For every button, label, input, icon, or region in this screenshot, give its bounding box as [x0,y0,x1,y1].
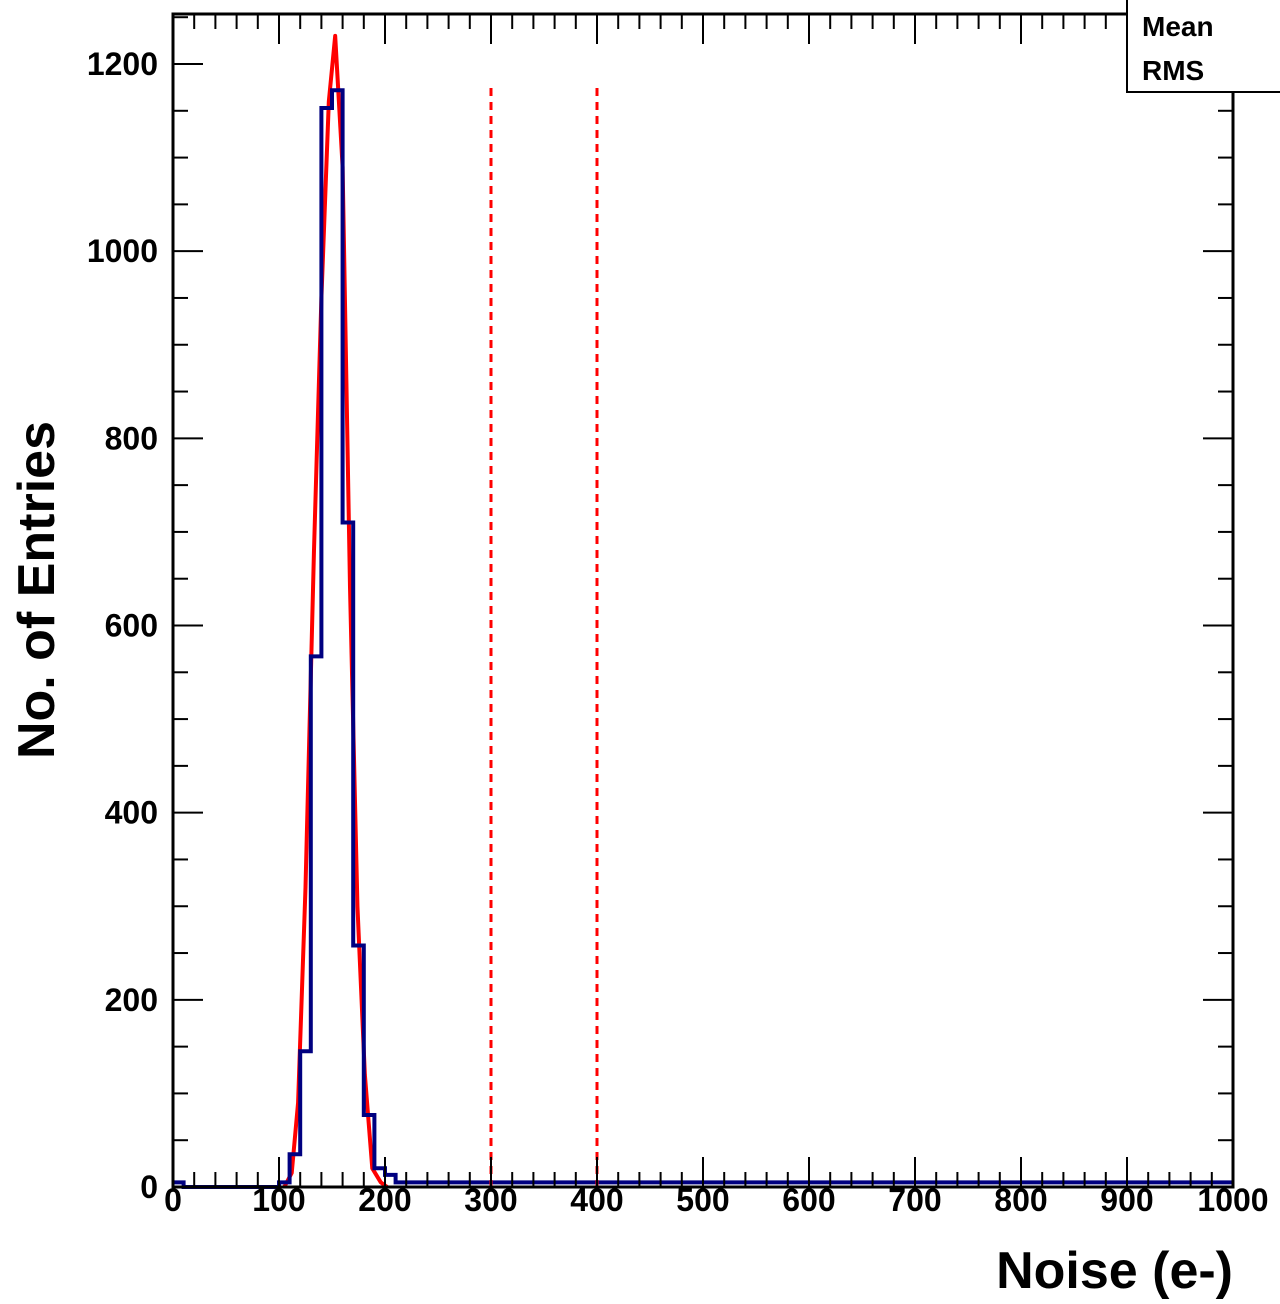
x-tick-label: 600 [782,1182,835,1218]
x-ticks-layer: 0 100 200 300 400 500 600 700 800 900 1000 [164,14,1269,1218]
stats-box: Mean RMS [1126,0,1280,93]
y-axis-title: No. of Entries [8,421,66,759]
y-tick-label: 400 [105,795,158,831]
y-tick-label: 1200 [87,46,158,82]
x-tick-label: 500 [676,1182,729,1218]
x-tick-label: 0 [164,1182,182,1218]
x-tick-label: 900 [1100,1182,1153,1218]
x-tick-label: 400 [570,1182,623,1218]
threshold-lines-layer [489,88,599,1187]
y-ticks-layer: 0 200 400 600 800 1000 1200 [87,16,1233,1205]
x-tick-label: 200 [358,1182,411,1218]
y-tick-label: 800 [105,420,158,456]
histogram-outline [173,88,1233,1189]
stats-label-rms: RMS [1142,55,1204,86]
x-axis-title: Noise (e-) [996,1242,1233,1300]
y-tick-label: 200 [105,982,158,1018]
stats-label-mean: Mean [1142,11,1214,42]
x-tick-label: 100 [252,1182,305,1218]
stats-box-frame [1126,0,1280,93]
y-tick-label: 600 [105,608,158,644]
histogram-layer [173,88,1233,1189]
y-tick-label: 1000 [87,233,158,269]
x-tick-label: 800 [994,1182,1047,1218]
y-tick-label: 0 [140,1169,158,1205]
x-tick-label: 300 [464,1182,517,1218]
gaussian-fit-curve [282,33,389,1189]
x-tick-label: 700 [888,1182,941,1218]
